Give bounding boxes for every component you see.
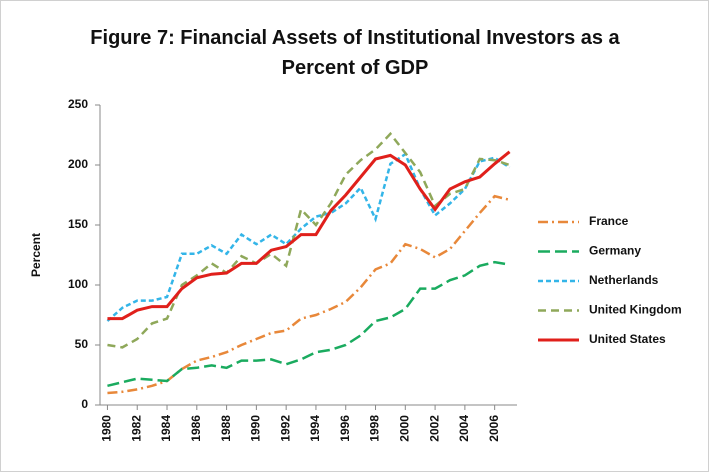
y-tick-label: 100 [68, 277, 88, 291]
legend-label: Netherlands [589, 273, 659, 287]
x-tick-label: 2004 [457, 415, 471, 442]
x-tick-label: 2002 [427, 415, 441, 442]
legend-label: France [589, 214, 629, 228]
y-tick-label: 0 [81, 397, 88, 411]
series-line [107, 194, 510, 395]
x-tick-label: 2006 [487, 415, 501, 442]
y-tick-label: 150 [68, 217, 88, 231]
x-tick-label: 1986 [189, 415, 203, 442]
legend-label: United Kingdom [589, 303, 682, 317]
x-tick-label: 1990 [249, 415, 263, 442]
x-tick-label: 1994 [308, 415, 322, 442]
series-line [107, 150, 511, 321]
y-tick-label: 50 [75, 337, 89, 351]
series-line [106, 152, 511, 322]
x-tick-label: 1996 [338, 415, 352, 442]
y-tick-label: 250 [68, 97, 88, 111]
x-tick-label: 1984 [159, 415, 173, 442]
legend-label: Germany [589, 244, 641, 258]
x-tick-label: 1988 [219, 415, 233, 442]
x-tick-label: 1992 [278, 415, 292, 442]
legend-label: United States [589, 332, 666, 346]
series-line [107, 131, 510, 349]
x-tick-label: 2000 [397, 415, 411, 442]
y-axis-label: Percent [29, 233, 43, 277]
series-line [107, 260, 510, 388]
x-tick-label: 1982 [129, 415, 143, 442]
chart-title: Figure 7: Financial Assets of Institutio… [90, 27, 620, 79]
y-tick-label: 200 [68, 157, 88, 171]
x-tick-label: 1998 [368, 415, 382, 442]
x-tick-label: 1980 [100, 415, 114, 442]
